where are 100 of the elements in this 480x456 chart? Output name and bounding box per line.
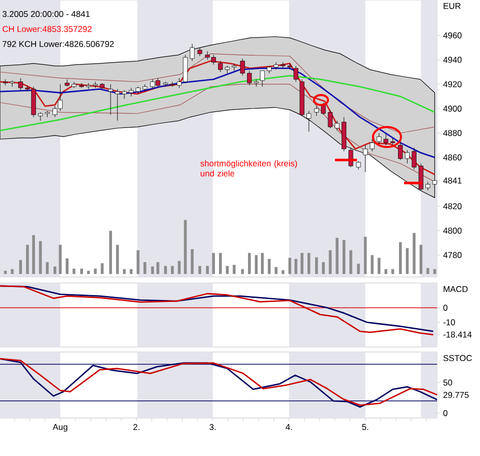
bar: [391, 269, 394, 274]
candlestick: [412, 147, 416, 170]
bar: [190, 249, 194, 274]
bar: [248, 252, 251, 274]
y-axis-title: SSTOC: [443, 355, 472, 362]
x-tick-label: Aug: [52, 424, 68, 432]
y-tick-label: 4860: [443, 154, 462, 160]
bar: [136, 250, 140, 274]
bar: [219, 252, 222, 274]
candlestick: [334, 120, 340, 131]
bar: [384, 269, 388, 274]
bar: [151, 266, 154, 274]
x-tick-label: 4.: [286, 424, 292, 430]
y-axis-title: MACD: [444, 286, 468, 292]
bar: [357, 264, 360, 274]
bar: [100, 263, 104, 274]
bar: [370, 255, 374, 274]
y-tick-label: 4841: [443, 178, 462, 184]
candlestick: [260, 70, 265, 87]
annotation: CH Lower:4853.357292: [2, 26, 92, 32]
y-tick-label: 4960: [443, 32, 462, 38]
bar: [206, 266, 209, 274]
y-tick-label: 4900: [443, 106, 462, 112]
bar: [46, 262, 49, 274]
candlestick: [247, 70, 252, 86]
bar: [164, 266, 167, 274]
bar: [144, 262, 146, 274]
candlestick: [72, 82, 76, 88]
bar: [232, 264, 236, 274]
bar: [94, 268, 97, 274]
bar: [10, 269, 14, 274]
bar: [378, 258, 380, 274]
bar: [342, 240, 346, 274]
candlestick: [86, 82, 91, 90]
bar: [300, 252, 304, 274]
y-tick-label: 4920: [443, 81, 462, 88]
bar: [32, 235, 35, 274]
candlestick: [115, 88, 120, 122]
bar: [156, 262, 160, 274]
annotation: 3.2005 20:00:00 - 4841: [2, 11, 90, 18]
candlestick: [398, 141, 403, 160]
y-tick-label: 0: [443, 410, 448, 416]
candlestick: [314, 106, 319, 116]
x-tick-label: 2.: [133, 424, 140, 430]
bar: [426, 268, 430, 274]
bar: [322, 262, 325, 274]
y-tick-label: 4820: [443, 203, 462, 210]
bar: [19, 260, 22, 274]
candlestick: [280, 62, 286, 69]
y-tick-label: 4800: [443, 228, 462, 234]
bar: [254, 255, 258, 274]
candlestick: [404, 150, 410, 164]
candlestick: [108, 84, 113, 115]
bar: [328, 250, 332, 274]
candlestick: [321, 102, 326, 115]
annotation: shortmöglichkeiten (kreis) und ziele: [200, 160, 297, 176]
bar: [398, 242, 402, 274]
y-tick-label: 50: [443, 380, 452, 386]
bar: [349, 250, 352, 274]
bar: [212, 252, 215, 274]
annotation: 792 KCH Lower:4826.506792: [2, 41, 114, 48]
bar: [406, 248, 409, 274]
bar: [80, 268, 84, 274]
candlestick: [218, 60, 223, 72]
bar: [130, 269, 133, 274]
y-tick-label: 4940: [443, 56, 462, 63]
bar: [433, 269, 436, 274]
bar: [241, 269, 244, 274]
y-tick-label: -18.414: [443, 332, 472, 338]
bar: [282, 270, 284, 274]
y-tick-label: 4780: [443, 252, 462, 258]
x-tick-label: 5.: [362, 424, 368, 430]
bar: [336, 238, 338, 274]
bar: [170, 266, 174, 274]
bar: [116, 244, 119, 274]
bar: [54, 266, 56, 274]
bar: [122, 269, 126, 274]
y-tick-label: 0: [443, 304, 448, 311]
bar: [39, 241, 42, 274]
bar: [26, 244, 29, 274]
bar: [420, 244, 422, 274]
candlestick: [294, 66, 298, 82]
bar: [72, 268, 76, 274]
bar: [412, 232, 416, 274]
bar: [260, 252, 264, 274]
candlestick: [376, 132, 382, 144]
candlestick: [384, 134, 388, 146]
y-axis-title: EUR: [444, 3, 461, 9]
x-tick-label: 3.: [210, 424, 216, 430]
bar: [66, 258, 69, 274]
line-series: [0, 74, 436, 132]
candlestick: [328, 110, 333, 128]
bar: [87, 270, 90, 274]
bar: [178, 261, 181, 274]
bar: [109, 230, 112, 274]
bar: [364, 236, 367, 274]
line-series: [0, 53, 436, 134]
candlestick: [306, 110, 312, 132]
y-tick-label: 29.775: [443, 392, 469, 398]
bar: [307, 252, 310, 274]
